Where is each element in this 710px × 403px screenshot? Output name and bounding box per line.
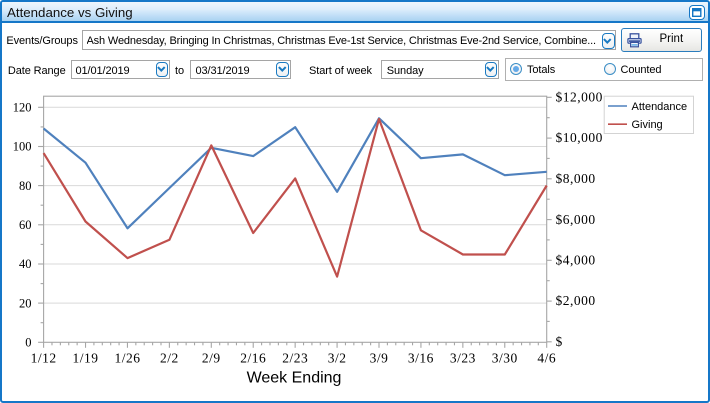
svg-text:1/19: 1/19 — [72, 351, 98, 366]
svg-text:Attendance: Attendance — [632, 101, 688, 113]
svg-text:1/12: 1/12 — [31, 351, 57, 366]
svg-text:2/2: 2/2 — [160, 351, 179, 366]
svg-text:Week Ending: Week Ending — [247, 370, 342, 387]
svg-text:3/9: 3/9 — [370, 351, 389, 366]
svg-text:$10,000: $10,000 — [556, 130, 603, 145]
svg-text:3/2: 3/2 — [328, 351, 347, 366]
svg-text:$8,000: $8,000 — [556, 171, 596, 186]
svg-text:$: $ — [556, 334, 563, 349]
svg-text:3/16: 3/16 — [408, 351, 434, 366]
svg-text:4/6: 4/6 — [537, 351, 556, 366]
svg-text:3/30: 3/30 — [492, 351, 518, 366]
svg-text:60: 60 — [19, 218, 32, 232]
svg-text:0: 0 — [25, 336, 31, 350]
svg-text:80: 80 — [19, 179, 32, 193]
svg-text:20: 20 — [19, 296, 32, 310]
svg-text:$6,000: $6,000 — [556, 212, 596, 227]
svg-text:40: 40 — [19, 257, 32, 271]
svg-text:120: 120 — [13, 101, 32, 115]
svg-text:$12,000: $12,000 — [556, 90, 603, 105]
svg-text:3/23: 3/23 — [450, 351, 476, 366]
svg-text:2/16: 2/16 — [240, 351, 266, 366]
svg-text:Giving: Giving — [632, 119, 663, 131]
svg-text:$4,000: $4,000 — [556, 253, 596, 268]
svg-text:$2,000: $2,000 — [556, 293, 596, 308]
svg-text:100: 100 — [13, 140, 32, 154]
svg-text:2/23: 2/23 — [282, 351, 308, 366]
svg-text:2/9: 2/9 — [202, 351, 221, 366]
svg-text:1/26: 1/26 — [114, 351, 140, 366]
